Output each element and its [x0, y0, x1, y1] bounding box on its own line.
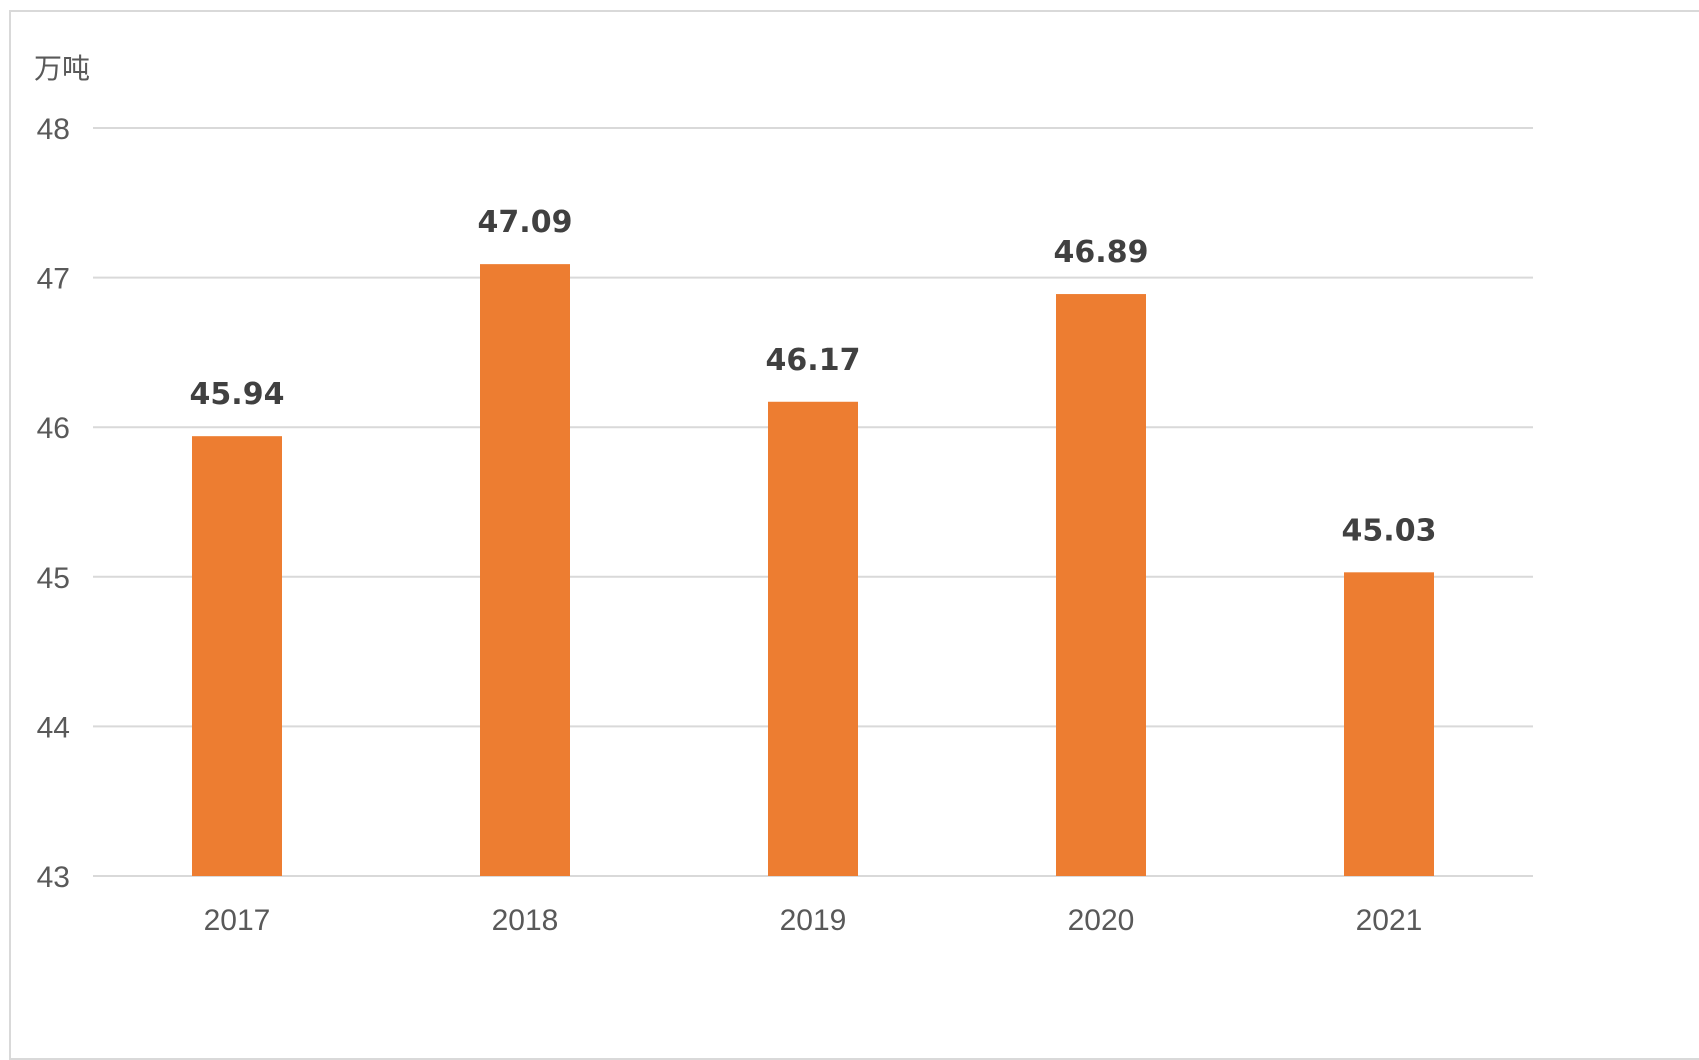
bar-2019 [768, 401, 858, 876]
y-axis-unit-label: 万吨 [34, 52, 90, 85]
y-tick-label-47: 47 [37, 263, 70, 296]
y-tick-label-48: 48 [37, 113, 70, 146]
y-tick-label-43: 43 [37, 861, 70, 894]
bar-2021 [1344, 572, 1434, 876]
x-tick-label-2021: 2021 [1356, 904, 1423, 937]
bar-2017 [192, 436, 282, 876]
y-axis-ticks: 43 44 45 46 47 48 [37, 113, 70, 894]
x-tick-label-2019: 2019 [780, 904, 847, 937]
x-axis-ticks: 2017 2018 2019 2020 2021 [204, 904, 1423, 937]
x-tick-label-2018: 2018 [492, 904, 559, 937]
y-tick-label-46: 46 [37, 412, 70, 445]
x-tick-label-2017: 2017 [204, 904, 271, 937]
data-labels: 45.94 47.09 46.17 46.89 45.03 [190, 205, 1437, 548]
y-tick-label-45: 45 [37, 562, 70, 595]
data-label-2017: 45.94 [190, 377, 285, 412]
y-tick-label-44: 44 [37, 711, 70, 744]
x-tick-label-2020: 2020 [1068, 904, 1135, 937]
data-label-2020: 46.89 [1054, 235, 1149, 270]
data-label-2018: 47.09 [478, 205, 573, 240]
data-label-2021: 45.03 [1342, 513, 1437, 548]
data-label-2019: 46.17 [766, 343, 861, 378]
bar-2020 [1056, 294, 1146, 876]
bar-2018 [480, 264, 570, 876]
bars [192, 264, 1434, 876]
